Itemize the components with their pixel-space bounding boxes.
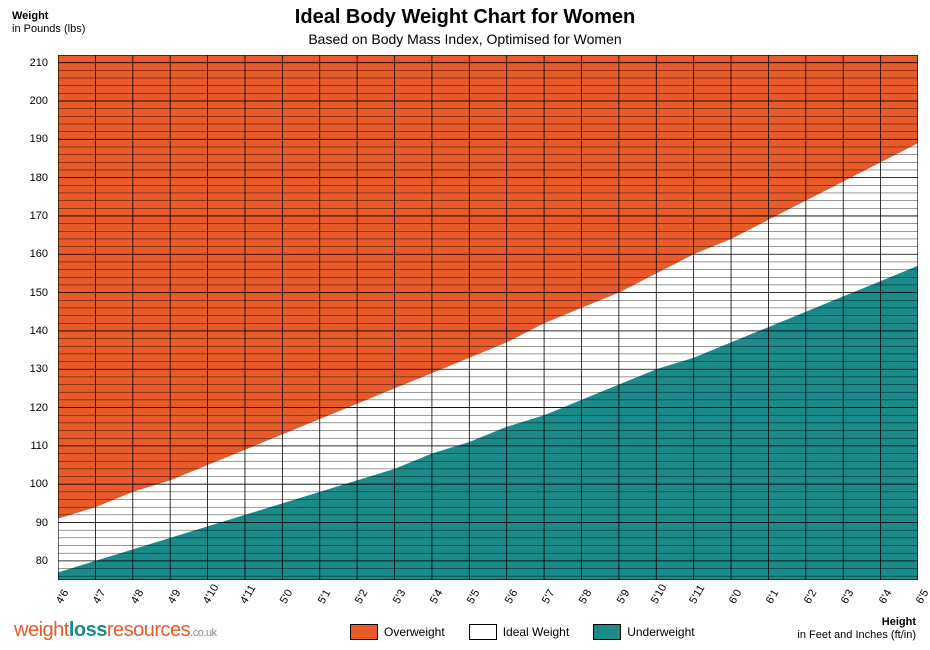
chart-legend: Overweight Ideal Weight Underweight (350, 624, 695, 640)
y-tick-label: 150 (30, 287, 48, 299)
y-tick-label: 120 (30, 402, 48, 414)
x-tick-label: 5'8 (577, 588, 595, 606)
x-tick-label: 5'6 (503, 588, 521, 606)
y-tick-label: 110 (30, 440, 48, 452)
x-tick-label: 4'6 (54, 588, 72, 606)
y-tick-label: 80 (36, 555, 48, 567)
x-tick-label: 6'3 (839, 588, 857, 606)
legend-item: Underweight (593, 624, 694, 640)
x-tick-label: 4'8 (129, 588, 147, 606)
x-tick-label: 5'1 (316, 588, 334, 606)
x-tick-label: 5'7 (540, 588, 558, 606)
x-tick-label: 5'11 (687, 583, 707, 606)
x-tick-label: 5'4 (428, 588, 446, 606)
y-axis-ticks: 80 90 100 110 120 130 140 150 160 170 180 190 200 210 (0, 55, 54, 580)
x-tick-label: 6'2 (802, 588, 820, 606)
x-tick-label: 4'11 (238, 583, 258, 606)
x-tick-label: 4'10 (200, 582, 221, 606)
y-tick-label: 210 (30, 57, 48, 69)
x-tick-label: 4'9 (166, 588, 184, 606)
y-tick-label: 160 (30, 248, 48, 260)
x-tick-label: 5'10 (649, 582, 670, 606)
legend-label: Underweight (627, 625, 694, 639)
x-axis-label: Height in Feet and Inches (ft/in) (797, 616, 916, 642)
x-tick-label: 5'5 (465, 588, 483, 606)
x-tick-label: 6'4 (876, 588, 894, 606)
x-tick-label: 5'9 (615, 588, 633, 606)
chart-svg (58, 55, 918, 580)
x-tick-label: 6'1 (764, 588, 782, 606)
x-tick-label: 5'2 (353, 588, 371, 606)
y-tick-label: 140 (30, 325, 48, 337)
brand-logo: weightlossresources.co.uk (14, 619, 217, 642)
y-tick-label: 200 (30, 95, 48, 107)
x-tick-label: 5'3 (390, 588, 408, 606)
legend-item: Overweight (350, 624, 445, 640)
y-tick-label: 90 (36, 517, 48, 529)
legend-swatch (469, 624, 497, 640)
legend-swatch (593, 624, 621, 640)
y-tick-label: 190 (30, 133, 48, 145)
x-tick-label: 4'7 (91, 588, 109, 606)
chart-subtitle: Based on Body Mass Index, Optimised for … (0, 31, 930, 47)
y-tick-label: 180 (30, 172, 48, 184)
legend-item: Ideal Weight (469, 624, 570, 640)
y-axis-label: Weight in Pounds (lbs) (12, 10, 85, 36)
chart-title: Ideal Body Weight Chart for Women (0, 6, 930, 29)
x-tick-label: 5'0 (278, 588, 296, 606)
legend-label: Ideal Weight (503, 625, 570, 639)
x-tick-label: 6'0 (727, 588, 745, 606)
y-tick-label: 130 (30, 363, 48, 375)
x-axis-ticks: 4'64'74'84'94'104'115'05'15'25'35'45'55'… (58, 582, 918, 612)
chart-plot-area (58, 55, 918, 580)
x-tick-label: 6'5 (914, 588, 930, 606)
chart-footer: weightlossresources.co.uk Overweight Idea… (0, 614, 930, 644)
legend-label: Overweight (384, 625, 445, 639)
y-tick-label: 170 (30, 210, 48, 222)
legend-swatch (350, 624, 378, 640)
chart-header: Ideal Body Weight Chart for Women Based … (0, 0, 930, 47)
y-tick-label: 100 (30, 478, 48, 490)
